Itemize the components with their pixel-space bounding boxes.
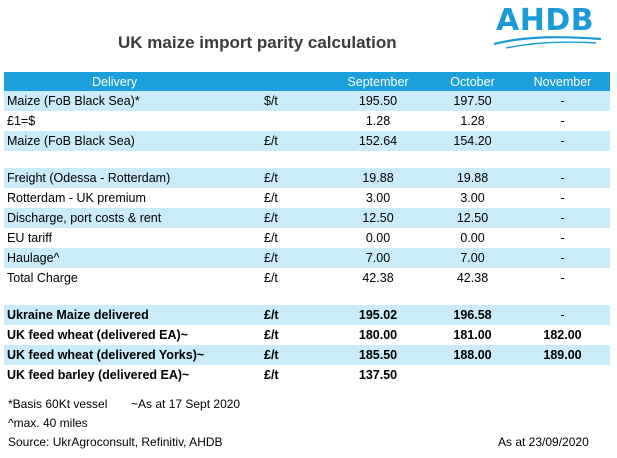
header-delivery: Delivery [4,72,260,91]
table-row: UK feed wheat (delivered EA)~ £/t 180.00… [4,325,610,345]
row-unit: £/t [260,131,326,151]
table-row: Discharge, port costs & rent £/t 12.50 1… [4,208,610,228]
table-row: Rotterdam - UK premium £/t 3.00 3.00 - [4,188,610,208]
row-unit: £/t [260,345,326,365]
header-september: September [326,72,430,91]
row-november: 182.00 [515,325,610,345]
header-october: October [430,72,515,91]
row-unit: £/t [260,365,326,385]
table-row: Total Charge £/t 42.38 42.38 - [4,268,610,288]
row-october: 181.00 [430,325,515,345]
row-november: 189.00 [515,345,610,365]
row-unit [260,111,326,131]
row-november: - [515,111,610,131]
row-october: 7.00 [430,248,515,268]
row-october: 154.20 [430,131,515,151]
logo-text: AHDB [496,3,595,38]
row-september: 7.00 [326,248,430,268]
row-october [430,365,515,385]
row-september: 137.50 [326,365,430,385]
parity-table: Delivery September October November Maiz… [4,72,610,385]
table-row: £1=$ 1.28 1.28 - [4,111,610,131]
row-september: 3.00 [326,188,430,208]
row-october: 42.38 [430,268,515,288]
row-november: - [515,91,610,111]
table-row: Maize (FoB Black Sea)* $/t 195.50 197.50… [4,91,610,111]
spacer-row [4,288,610,305]
row-september: 195.02 [326,305,430,325]
table-row: Ukraine Maize delivered £/t 195.02 196.5… [4,305,610,325]
row-september: 195.50 [326,91,430,111]
row-unit: £/t [260,248,326,268]
row-november: - [515,268,610,288]
row-label: UK feed barley (delivered EA)~ [4,365,260,385]
row-september: 12.50 [326,208,430,228]
row-october: 19.88 [430,168,515,188]
row-september: 180.00 [326,325,430,345]
row-unit: £/t [260,188,326,208]
footnote-asat-sept: ~As at 17 Sept 2020 [131,397,241,411]
row-september: 19.88 [326,168,430,188]
row-november: - [515,228,610,248]
logo-swoosh-icon [493,36,602,49]
footnote-asat: As at 23/09/2020 [498,435,589,449]
header-november: November [515,72,610,91]
row-unit: £/t [260,168,326,188]
row-september: 0.00 [326,228,430,248]
row-october: 0.00 [430,228,515,248]
row-november: - [515,188,610,208]
ahdb-logo: AHDB [466,0,606,56]
row-october: 188.00 [430,345,515,365]
footnote-basis: *Basis 60Kt vessel [8,397,108,411]
row-label: EU tariff [4,228,260,248]
row-label: Maize (FoB Black Sea)* [4,91,260,111]
row-october: 12.50 [430,208,515,228]
table-row: Freight (Odessa - Rotterdam) £/t 19.88 1… [4,168,610,188]
table-row: UK feed barley (delivered EA)~ £/t 137.5… [4,365,610,385]
table-header-row: Delivery September October November [4,72,610,91]
row-label: Haulage^ [4,248,260,268]
row-october: 196.58 [430,305,515,325]
table-row: EU tariff £/t 0.00 0.00 - [4,228,610,248]
row-label: Rotterdam - UK premium [4,188,260,208]
row-september: 185.50 [326,345,430,365]
row-unit: £/t [260,268,326,288]
table-row: Haulage^ £/t 7.00 7.00 - [4,248,610,268]
row-unit: £/t [260,228,326,248]
page-title: UK maize import parity calculation [118,33,397,52]
table-row: Maize (FoB Black Sea) £/t 152.64 154.20 … [4,131,610,151]
row-label: UK feed wheat (delivered Yorks)~ [4,345,260,365]
row-november: - [515,305,610,325]
footnote-haulage: ^max. 40 miles [8,416,88,430]
footnote-source: Source: UkrAgroconsult, Refinitiv, AHDB [8,435,223,449]
row-september: 152.64 [326,131,430,151]
row-unit: £/t [260,305,326,325]
table-row: UK feed wheat (delivered Yorks)~ £/t 185… [4,345,610,365]
row-unit: £/t [260,325,326,345]
row-label: Ukraine Maize delivered [4,305,260,325]
row-september: 1.28 [326,111,430,131]
row-october: 3.00 [430,188,515,208]
row-november: - [515,131,610,151]
row-november: - [515,168,610,188]
row-label: Freight (Odessa - Rotterdam) [4,168,260,188]
row-october: 1.28 [430,111,515,131]
row-november: - [515,208,610,228]
row-label: £1=$ [4,111,260,131]
header-unit [260,72,326,91]
spacer-row [4,151,610,168]
row-unit: £/t [260,208,326,228]
row-september: 42.38 [326,268,430,288]
row-label: Total Charge [4,268,260,288]
row-label: Maize (FoB Black Sea) [4,131,260,151]
row-november [515,365,610,385]
row-label: UK feed wheat (delivered EA)~ [4,325,260,345]
row-label: Discharge, port costs & rent [4,208,260,228]
row-november: - [515,248,610,268]
row-unit: $/t [260,91,326,111]
row-october: 197.50 [430,91,515,111]
